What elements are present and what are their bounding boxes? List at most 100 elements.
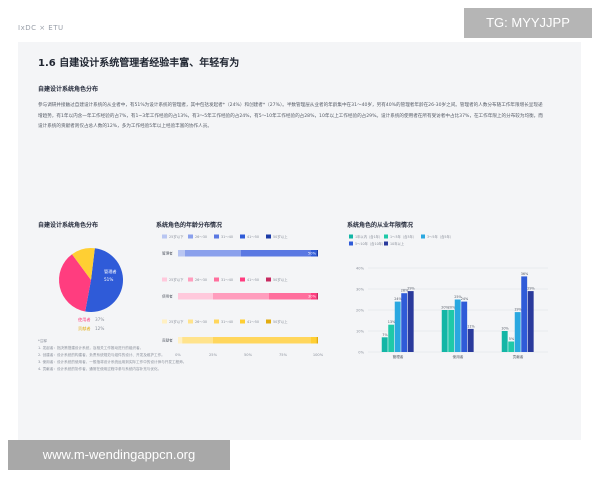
age-legend-swatch — [214, 234, 219, 239]
years-legend-swatch — [349, 234, 353, 239]
age-bar-segment — [178, 250, 185, 257]
years-legend-label: 3～5年（含5年） — [427, 234, 453, 239]
pie-slice — [85, 248, 123, 312]
age-bar-segment — [316, 293, 318, 300]
age-bar-segment — [182, 337, 213, 344]
years-bar — [521, 276, 528, 352]
age-bar-role-label: 管理者 — [162, 251, 173, 256]
age-bar-segment — [269, 293, 311, 300]
years-bar-value: 36% — [521, 272, 529, 276]
age-legend-label: 26～30 — [195, 278, 207, 282]
years-legend-swatch — [384, 234, 388, 239]
pie-chart-title: 自建设计系统角色分布 — [38, 222, 99, 229]
years-bar-value: 29% — [407, 287, 415, 291]
years-bar-value: 20% — [441, 306, 449, 310]
age-legend-swatch — [162, 234, 167, 239]
pie-slice — [59, 254, 91, 312]
pie-label-manager: 管理者 — [104, 268, 117, 275]
pie-label-contrib: 贡献者 — [78, 325, 91, 332]
years-bar-value: 24% — [461, 297, 469, 301]
age-legend-label: 41～50 — [247, 320, 259, 324]
pie-label-user: 使用者 — [78, 316, 91, 323]
footnote-line: 4. 贡献者：设计系统的协作者，通常在使用过程中参与系统内容补充与优化。 — [38, 367, 162, 371]
years-bar-value: 19% — [514, 308, 522, 312]
age-legend-label: 41～50 — [247, 278, 259, 282]
pie-slice — [72, 247, 95, 280]
years-y-tick: 0% — [358, 351, 364, 355]
age-legend-swatch — [162, 277, 167, 282]
years-bar-value: 11% — [467, 324, 475, 328]
age-chart-title: 系统角色的年龄分布情况 — [156, 222, 223, 229]
years-bar — [388, 324, 395, 352]
age-bar-end-label: 30% — [308, 295, 317, 299]
age-bar-segment — [241, 250, 311, 257]
page-title: 1.6 自建设计系统管理者经验丰富、年轻有为 — [38, 58, 240, 69]
years-bar-value: 13% — [388, 320, 396, 324]
age-bar-segment — [316, 250, 318, 257]
age-legend-label: 26～30 — [195, 235, 207, 239]
age-legend-label: 25岁以下 — [169, 319, 184, 324]
age-axis-tick: 100% — [313, 353, 324, 357]
years-y-tick: 10% — [356, 330, 365, 334]
age-axis-tick: 75% — [279, 353, 288, 357]
age-bar-end-label: 50% — [308, 252, 317, 256]
years-bar — [514, 312, 521, 352]
section-subtitle: 自建设计系统角色分布 — [38, 86, 99, 93]
years-bar-value: 5% — [509, 337, 515, 341]
age-legend-label: 25岁以下 — [169, 277, 184, 282]
years-legend-swatch — [349, 241, 353, 246]
age-bar-segment — [213, 293, 269, 300]
age-legend-swatch — [188, 319, 193, 324]
years-bar-value: 10% — [501, 327, 509, 331]
pie-label-user-pct: 37% — [95, 317, 104, 322]
brand-header: IxDC × ETU — [18, 24, 64, 32]
age-legend-label: 31～40 — [221, 235, 233, 239]
age-legend-swatch — [214, 277, 219, 282]
years-bar — [527, 291, 534, 352]
years-bar — [508, 341, 515, 352]
age-legend-swatch — [240, 319, 245, 324]
footnote-line: 2. 创建者：设计系统的构建者，负责系统规范与组件的设计、开发及维护工作。 — [38, 353, 165, 357]
age-bar-segment — [311, 337, 317, 344]
age-legend-swatch — [240, 277, 245, 282]
years-x-tick: 管理者 — [393, 354, 404, 359]
age-bar-segment — [316, 337, 318, 344]
age-legend-swatch — [188, 277, 193, 282]
years-bar — [461, 301, 468, 352]
age-legend-swatch — [162, 319, 167, 324]
years-bar — [381, 337, 388, 352]
age-legend-label: 31～40 — [221, 278, 233, 282]
years-chart-title: 系统角色的从业年限情况 — [347, 222, 414, 229]
age-legend-label: 26～30 — [195, 320, 207, 324]
age-legend-label: 25岁以下 — [169, 234, 184, 239]
years-bar — [394, 301, 401, 352]
age-legend-swatch — [188, 234, 193, 239]
age-bar-segment — [185, 250, 241, 257]
age-bar-segment — [178, 337, 183, 344]
years-y-tick: 20% — [356, 309, 365, 313]
watermark-bottom: www.m-wendingappcn.org — [8, 440, 230, 470]
report-page — [18, 42, 581, 440]
watermark-top: TG: MYYJJPP — [464, 8, 592, 38]
years-y-tick: 30% — [356, 288, 365, 292]
age-legend-swatch — [266, 234, 271, 239]
age-legend-label: 50岁以上 — [273, 277, 288, 282]
age-bar-role-label: 使用者 — [162, 294, 173, 299]
years-bar-value: 29% — [527, 287, 535, 291]
years-legend-swatch — [384, 241, 388, 246]
pie-label-contrib-pct: 12% — [95, 326, 104, 331]
age-legend-swatch — [240, 234, 245, 239]
years-bar — [467, 328, 474, 352]
age-bar-segment — [178, 293, 213, 300]
footnote-line: 3. 使用者：设计系统的使用者，一般指将设计系统运用到实际工作中的设计师与开发工… — [38, 360, 187, 364]
age-legend-swatch — [214, 319, 219, 324]
age-axis-tick: 0% — [175, 353, 181, 357]
years-bar — [454, 299, 461, 352]
years-bar-value: 24% — [394, 297, 402, 301]
age-axis-tick: 25% — [209, 353, 218, 357]
age-bar-segment — [213, 337, 311, 344]
age-axis-tick: 50% — [244, 353, 253, 357]
years-legend-swatch — [421, 234, 425, 239]
age-bar-segment — [311, 250, 317, 257]
